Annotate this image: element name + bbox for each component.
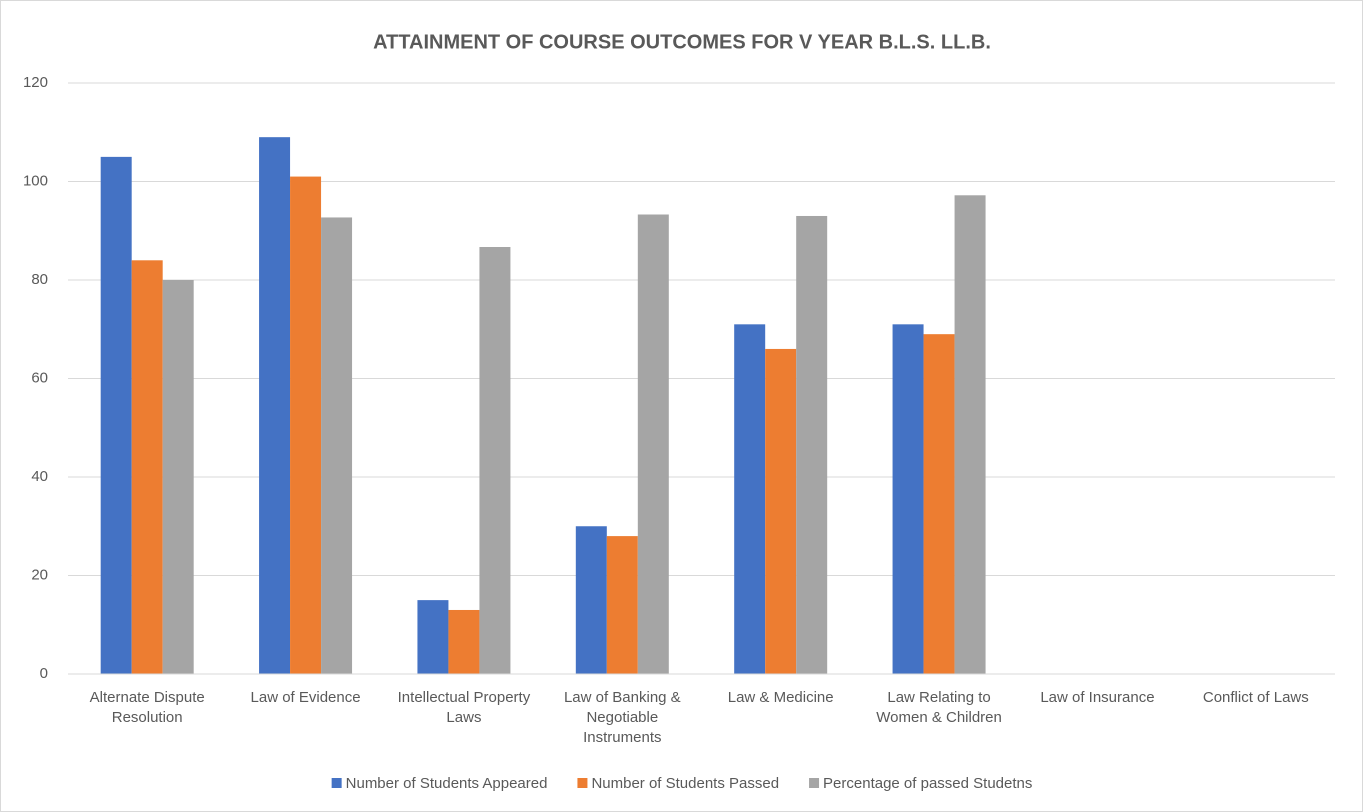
bar [954,195,986,675]
bar [162,280,194,674]
x-tick-label: Law of Banking & Negotiable Instruments [564,689,681,746]
y-tick-label: 100 [23,172,48,189]
bar [606,536,638,674]
bar [417,600,449,674]
legend-swatch [809,778,820,788]
bar [100,156,132,674]
legend-swatch [577,778,588,788]
x-tick-label: Law Relating to Women & Children [876,689,1002,726]
y-tick-label: 80 [31,271,48,288]
x-tick-label: Law & Medicine [728,689,834,706]
x-tick-label: Alternate Dispute Resolution [90,689,205,726]
bar [131,260,163,674]
bar [321,217,353,674]
legend-label: Number of Students Appeared [346,775,548,792]
x-tick-label: Law of Insurance [1040,689,1154,706]
bar [290,176,322,674]
y-tick-label: 40 [31,468,48,485]
bar [892,324,924,674]
y-tick-label: 60 [31,369,48,386]
y-tick-label: 20 [31,566,48,583]
x-tick-label: Intellectual Property Laws [398,689,531,726]
legend-label: Number of Students Passed [591,775,779,792]
bar [734,324,766,674]
bar [923,334,955,674]
bar [796,215,828,674]
bar [637,214,669,674]
x-tick-label: Conflict of Laws [1203,689,1309,706]
legend-label: Percentage of passed Studetns [823,775,1032,792]
bar [448,609,480,674]
bar [479,247,511,674]
x-tick-label: Law of Evidence [251,689,361,706]
legend-swatch [331,778,342,788]
y-tick-label: 120 [23,74,48,91]
bar [575,526,607,674]
bar [259,137,291,675]
y-tick-label: 0 [40,665,48,682]
bar [765,348,797,674]
chart-title: ATTAINMENT OF COURSE OUTCOMES FOR V YEAR… [373,31,991,53]
